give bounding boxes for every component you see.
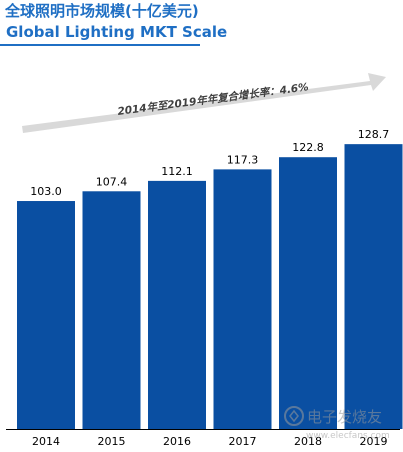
watermark-icon — [284, 406, 304, 426]
cagr-arrow — [22, 73, 386, 133]
bar-2016 — [148, 180, 206, 429]
x-tick-label-2015: 2015 — [98, 435, 126, 448]
x-tick-label-2016: 2016 — [163, 435, 191, 448]
bar-2015 — [82, 191, 141, 429]
watermark-logo: 电子发烧友 www.elecfans.com — [284, 406, 390, 441]
bars-group — [17, 144, 403, 430]
value-label-2015: 107.4 — [96, 175, 128, 188]
title-underline — [0, 44, 200, 46]
watermark-url: www.elecfans.com — [306, 431, 390, 441]
value-label-2017: 117.3 — [227, 153, 259, 166]
value-label-2016: 112.1 — [161, 165, 193, 178]
value-labels-group: 103.0 107.4 112.1 117.3 122.8 128.7 — [30, 128, 389, 198]
x-tick-labels-group: 2014 2015 2016 2017 2018 2019 — [32, 435, 388, 448]
chart-title-cn: 全球照明市场规模(十亿美元) — [5, 2, 199, 20]
x-tick-label-2017: 2017 — [229, 435, 257, 448]
watermark-icon-mark — [289, 409, 299, 423]
cagr-arrow-group: 2014年至2019年年复合增长率：4.6% — [22, 73, 386, 133]
watermark-text: 电子发烧友 — [307, 408, 382, 426]
bar-2019 — [344, 144, 403, 430]
bar-2017 — [213, 169, 272, 429]
x-tick-label-2014: 2014 — [32, 435, 60, 448]
x-tick-label-2019: 2019 — [360, 435, 388, 448]
cagr-annotation: 2014年至2019年年复合增长率：4.6% — [117, 80, 310, 118]
bar-2014 — [17, 201, 75, 429]
chart-title-en: Global Lighting MKT Scale — [6, 23, 228, 41]
value-label-2019: 128.7 — [358, 128, 390, 141]
value-label-2014: 103.0 — [30, 185, 62, 198]
bar-2018 — [279, 157, 337, 429]
value-label-2018: 122.8 — [292, 141, 324, 154]
x-tick-label-2018: 2018 — [294, 435, 322, 448]
